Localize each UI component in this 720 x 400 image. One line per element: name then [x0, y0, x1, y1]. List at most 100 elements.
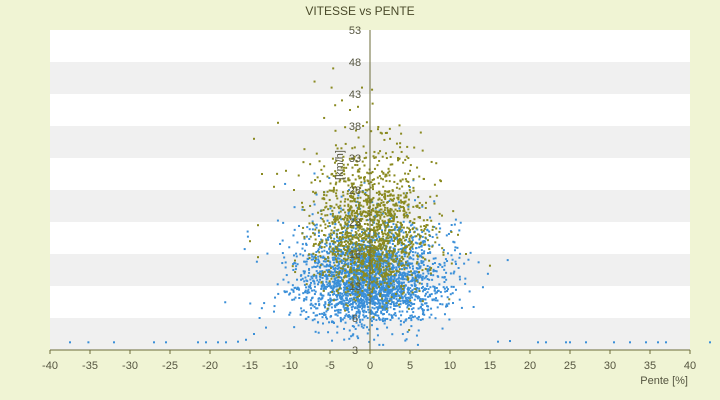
- data-point: [351, 200, 354, 203]
- y-tick-label: 23: [349, 217, 361, 229]
- data-point: [431, 225, 434, 228]
- data-point: [378, 261, 381, 264]
- data-point: [350, 240, 353, 243]
- data-point: [366, 244, 369, 247]
- data-point: [385, 294, 388, 297]
- data-point: [409, 287, 412, 290]
- x-tick-label: -15: [242, 360, 258, 372]
- x-tick-label: -40: [42, 360, 58, 372]
- data-point: [391, 315, 394, 318]
- data-point: [336, 250, 339, 253]
- data-point: [382, 201, 385, 204]
- data-point: [346, 225, 349, 228]
- data-point: [366, 269, 369, 272]
- data-point: [374, 281, 377, 284]
- data-point: [388, 228, 391, 231]
- data-point: [324, 242, 327, 245]
- data-point: [363, 254, 366, 257]
- data-point: [313, 289, 316, 292]
- data-point: [426, 270, 429, 273]
- data-point: [367, 258, 370, 261]
- data-point: [382, 287, 385, 290]
- data-point: [319, 224, 322, 227]
- data-point: [441, 303, 444, 306]
- data-point: [273, 305, 276, 308]
- data-point: [353, 217, 356, 220]
- data-point: [409, 246, 412, 249]
- data-point: [425, 302, 428, 305]
- data-point: [392, 303, 395, 306]
- data-point: [378, 302, 381, 305]
- data-point: [435, 286, 438, 289]
- data-point: [349, 200, 352, 203]
- data-point: [402, 284, 405, 287]
- data-point: [365, 248, 368, 251]
- data-point: [331, 252, 334, 255]
- data-point: [389, 137, 391, 140]
- data-point: [454, 218, 457, 221]
- data-point: [413, 218, 416, 221]
- data-point: [400, 201, 403, 204]
- data-point: [344, 306, 347, 309]
- data-point: [301, 243, 304, 246]
- data-point: [295, 255, 298, 258]
- data-point: [370, 251, 373, 254]
- data-point: [364, 232, 367, 235]
- data-point: [326, 214, 329, 217]
- data-point: [332, 321, 335, 324]
- data-point: [337, 311, 340, 314]
- data-point: [472, 305, 475, 308]
- data-point: [393, 174, 396, 177]
- data-point: [338, 263, 341, 266]
- data-point: [392, 253, 395, 256]
- data-point: [394, 231, 397, 234]
- data-point: [367, 236, 370, 239]
- data-point: [390, 288, 393, 291]
- data-point: [351, 305, 354, 308]
- data-point: [358, 223, 361, 226]
- data-point: [363, 243, 366, 246]
- data-point: [334, 183, 337, 186]
- data-point: [402, 247, 405, 250]
- data-point: [390, 208, 393, 211]
- data-point: [347, 236, 350, 239]
- data-point: [359, 297, 362, 300]
- data-point: [417, 216, 420, 219]
- data-point: [345, 285, 348, 288]
- data-point: [306, 292, 309, 295]
- data-point: [355, 318, 358, 321]
- data-point: [344, 142, 347, 145]
- data-point: [414, 251, 417, 254]
- data-point: [331, 242, 334, 245]
- data-point: [497, 340, 499, 343]
- data-point: [361, 243, 364, 246]
- data-point: [404, 252, 407, 255]
- data-point: [321, 312, 324, 315]
- data-point: [421, 252, 424, 255]
- data-point: [293, 261, 296, 264]
- data-point: [356, 278, 359, 281]
- data-point: [424, 276, 427, 279]
- data-point: [328, 233, 331, 236]
- data-point: [305, 243, 308, 246]
- data-point: [318, 271, 321, 274]
- data-point: [340, 226, 343, 229]
- data-point: [312, 243, 315, 246]
- data-point: [396, 241, 399, 244]
- data-point: [388, 289, 391, 292]
- data-point: [347, 311, 350, 314]
- data-point: [311, 255, 314, 258]
- data-point: [405, 299, 408, 302]
- data-point: [368, 340, 371, 343]
- data-point: [358, 201, 361, 204]
- data-point: [361, 291, 364, 294]
- data-point: [347, 220, 350, 223]
- data-point: [311, 213, 314, 216]
- data-point: [354, 292, 357, 295]
- data-point: [359, 187, 362, 190]
- data-point: [354, 300, 357, 303]
- data-point: [422, 311, 425, 314]
- data-point: [394, 226, 397, 229]
- data-point: [360, 302, 363, 305]
- data-point: [400, 264, 403, 267]
